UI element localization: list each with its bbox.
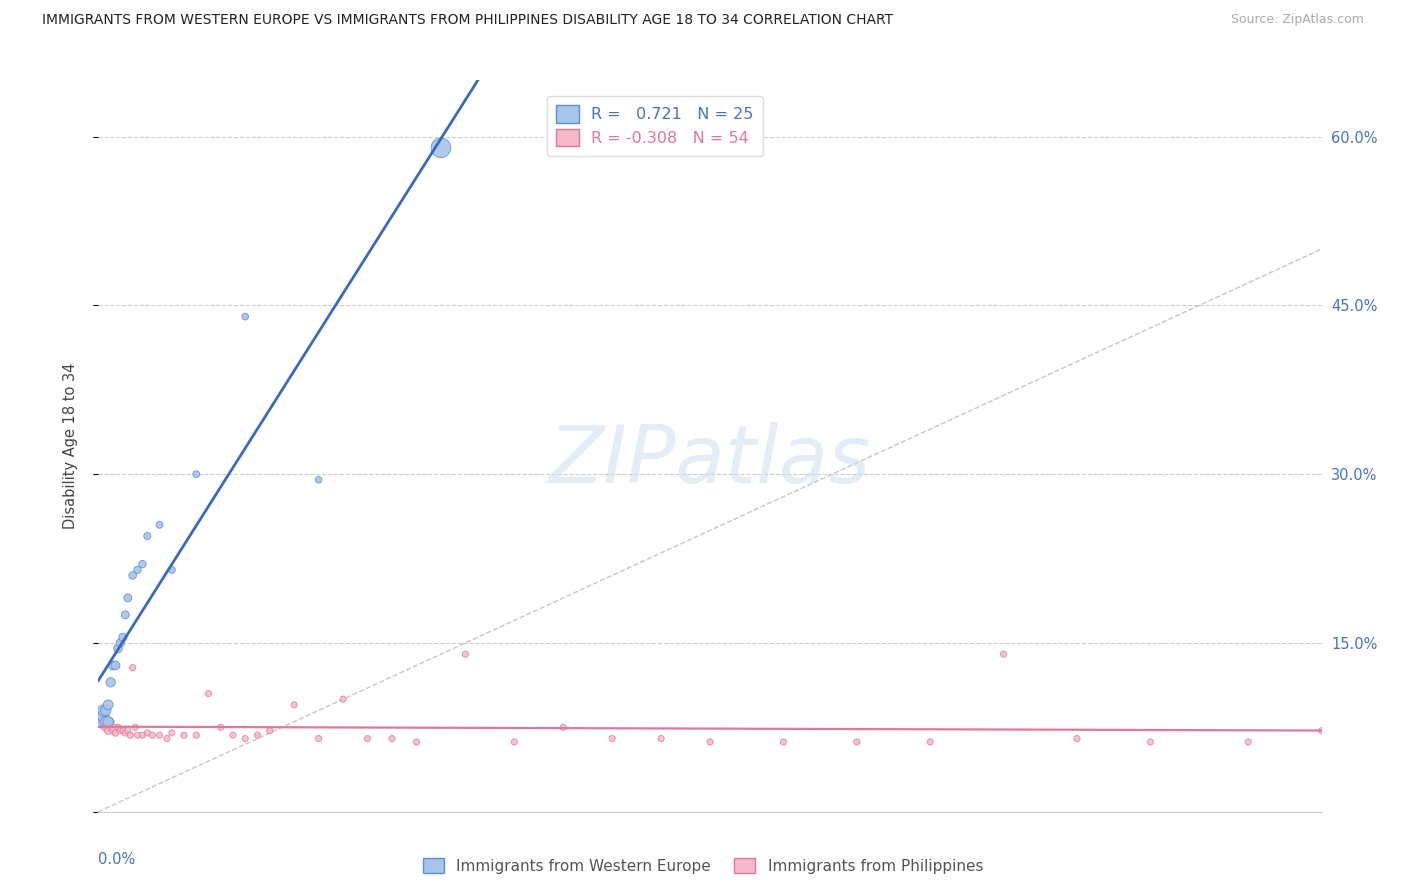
Point [405,735,427,749]
Point [97,698,120,712]
Point [94,720,117,734]
Point [121,661,143,675]
Point [100,714,122,729]
Point [91,703,114,717]
Point [454,647,477,661]
Point [222,728,245,742]
Text: ZIPatlas: ZIPatlas [548,422,872,500]
Point [127,728,149,742]
Text: IMMIGRANTS FROM WESTERN EUROPE VS IMMIGRANTS FROM PHILIPPINES DISABILITY AGE 18 : IMMIGRANTS FROM WESTERN EUROPE VS IMMIGR… [42,13,893,28]
Point [94,714,117,729]
Point [117,723,139,738]
Point [101,723,124,738]
Point [503,735,526,749]
Point [650,731,672,746]
Point [186,728,208,742]
Point [149,728,172,742]
Point [160,563,183,577]
Point [920,735,942,749]
Point [283,698,305,712]
Point [699,735,721,749]
Point [1139,735,1161,749]
Point [94,703,117,717]
Legend: Immigrants from Western Europe, Immigrants from Philippines: Immigrants from Western Europe, Immigran… [416,852,990,880]
Point [246,728,269,742]
Point [186,467,208,482]
Point [332,692,354,706]
Point [131,557,153,571]
Point [90,714,112,729]
Point [94,714,117,729]
Point [233,310,256,324]
Point [381,731,404,746]
Text: 0.0%: 0.0% [98,852,135,867]
Point [121,568,143,582]
Point [90,713,112,727]
Point [111,630,134,644]
Legend: R =   0.721   N = 25, R = -0.308   N = 54: R = 0.721 N = 25, R = -0.308 N = 54 [547,95,763,156]
Point [104,658,127,673]
Point [104,726,127,740]
Point [173,728,195,742]
Point [136,726,159,740]
Point [101,720,124,734]
Point [993,647,1015,661]
Point [136,529,159,543]
Point [127,563,149,577]
Point [1310,723,1333,738]
Point [141,728,163,742]
Point [356,731,378,746]
Point [111,723,134,738]
Point [101,658,124,673]
Point [110,723,132,738]
Point [209,720,232,734]
Point [114,607,136,622]
Point [149,517,172,532]
Point [110,636,132,650]
Point [845,735,868,749]
Point [1066,731,1088,746]
Point [100,675,122,690]
Point [107,720,129,734]
Point [97,723,120,738]
Point [91,717,114,731]
Point [91,709,114,723]
Point [114,726,136,740]
Point [772,735,794,749]
Point [308,473,330,487]
Point [197,687,219,701]
Point [97,717,120,731]
Point [160,726,183,740]
Y-axis label: Disability Age 18 to 34: Disability Age 18 to 34 [63,363,77,529]
Point [117,591,139,605]
Point [308,731,330,746]
Point [131,728,153,742]
Point [156,731,179,746]
Point [259,723,281,738]
Point [100,720,122,734]
Point [107,641,129,656]
Point [553,720,575,734]
Point [97,714,120,729]
Point [233,731,256,746]
Text: Source: ZipAtlas.com: Source: ZipAtlas.com [1230,13,1364,27]
Point [430,141,453,155]
Point [1237,735,1260,749]
Point [124,720,146,734]
Point [600,731,623,746]
Point [120,728,142,742]
